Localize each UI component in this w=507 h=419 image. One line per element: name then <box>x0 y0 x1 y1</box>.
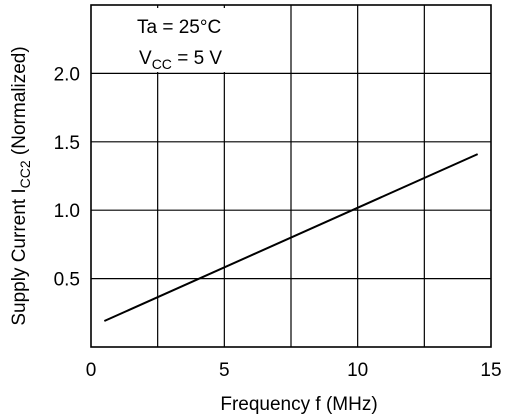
annotation-background <box>130 8 254 72</box>
y-tick-label: 0.5 <box>54 270 80 291</box>
x-axis-title: Frequency f (MHz) <box>220 394 377 415</box>
vcc-subscript: CC <box>152 56 172 72</box>
y-tick-label: 2.0 <box>54 64 80 85</box>
annotation-temperature: Ta = 25°C <box>137 17 221 38</box>
vcc-symbol: V <box>139 48 152 69</box>
series-line <box>103 153 479 322</box>
y-tick-label: 1.5 <box>54 133 80 154</box>
x-tick-label: 5 <box>219 360 230 381</box>
tick-labels: 0 5 10 15 0.5 1.0 1.5 2.0 <box>54 64 502 381</box>
plot-frame <box>90 4 492 348</box>
x-tick-label: 0 <box>86 360 97 381</box>
annotation-supply-voltage: VCC = 5 V <box>139 48 222 72</box>
vcc-value: = 5 V <box>172 48 222 69</box>
y-axis-title-suffix: (Normalized) <box>9 46 30 160</box>
y-axis-title-prefix: Supply Current I <box>9 188 30 325</box>
y-tick-label: 1.0 <box>54 201 80 222</box>
x-tick-label: 15 <box>480 360 501 381</box>
y-axis-title-subscript: CC2 <box>17 160 33 188</box>
x-tick-label: 10 <box>347 360 368 381</box>
series-layer <box>103 153 479 322</box>
y-axis-title: Supply Current ICC2 (Normalized) <box>9 46 33 325</box>
